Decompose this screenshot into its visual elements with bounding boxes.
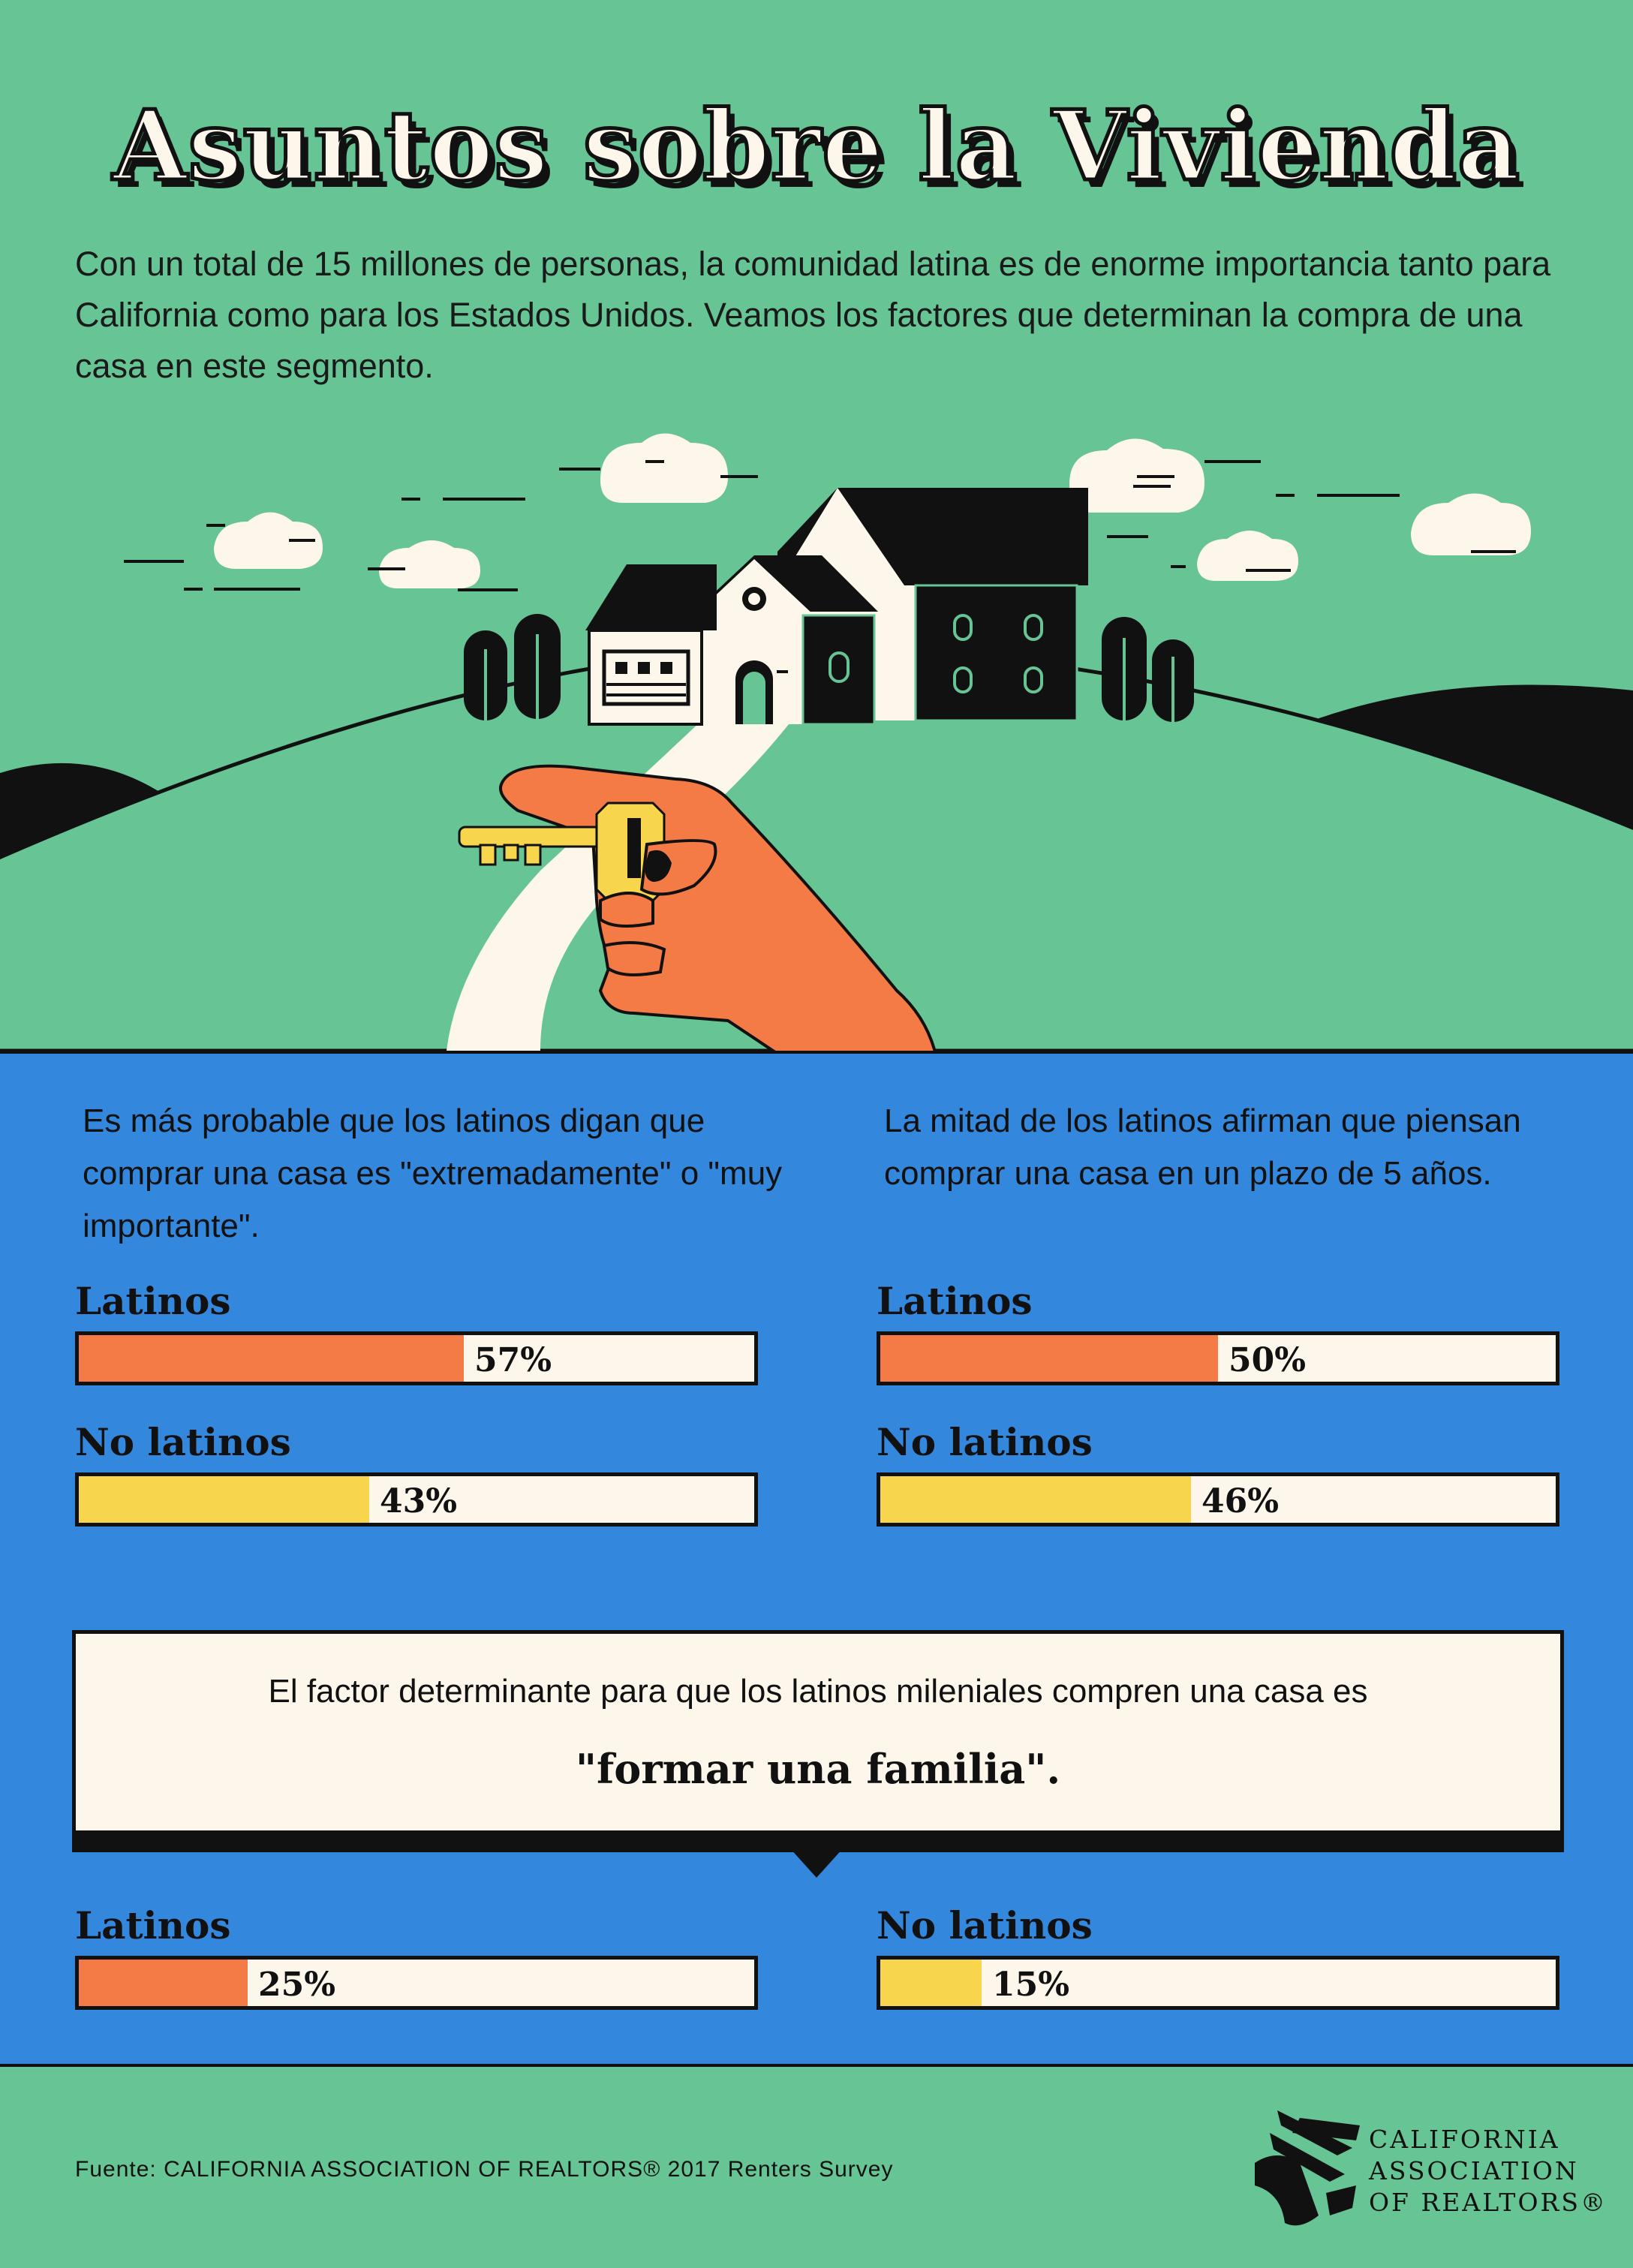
bar-fill (880, 1476, 1191, 1523)
stat-description: La mitad de los latinos afirman que pien… (884, 1102, 1521, 1192)
stat-description: Es más probable que los latinos digan qu… (83, 1102, 783, 1244)
house-icon (585, 488, 1088, 726)
bar-no-latinos-family: 15% (877, 1956, 1559, 2010)
bar-label-latinos: Latinos (75, 1279, 231, 1323)
hero-section: Asuntos sobre la Vivienda Con un total d… (0, 0, 1633, 1051)
bar-value: 43% (380, 1482, 458, 1521)
callout-quote: "formar una familia". (575, 1745, 1061, 1793)
logo-line: CALIFORNIA (1369, 2125, 1560, 2154)
bar-no-latinos-importance: 43% (75, 1472, 758, 1527)
bar-label-no-latinos: No latinos (75, 1420, 291, 1464)
logo-wordmark: CALIFORNIA ASSOCIATION OF REALTORS® (1369, 2124, 1607, 2218)
cloud-icon (379, 540, 480, 588)
bar-fill (79, 1476, 369, 1523)
bar-latinos-family: 25% (75, 1956, 758, 2010)
cloud-icon (1197, 531, 1298, 581)
page-title: Asuntos sobre la Vivienda (111, 89, 1522, 205)
bar-value: 50% (1229, 1341, 1307, 1379)
bar-value: 57% (474, 1341, 552, 1379)
house-illustration (0, 433, 1633, 1051)
bar-no-latinos-plan: 46% (877, 1472, 1559, 1527)
bar-value: 25% (258, 1966, 336, 2004)
bar-latinos-plan: 50% (877, 1331, 1559, 1385)
cloud-icon (600, 433, 728, 503)
bar-fill (880, 1960, 982, 2006)
tree-icon (1152, 639, 1194, 724)
bar-value: 15% (992, 1966, 1070, 2004)
footer: Fuente: CALIFORNIA ASSOCIATION OF REALTO… (0, 2067, 1633, 2268)
intro-paragraph: Con un total de 15 millones de personas,… (75, 245, 1551, 385)
bar-fill (79, 1335, 464, 1382)
tree-icon (1102, 617, 1147, 720)
tree-icon (464, 630, 507, 720)
bar-label-latinos: Latinos (877, 1279, 1033, 1323)
realtors-logo-icon (1255, 2110, 1360, 2226)
wind-lines-icon (124, 460, 1516, 591)
cloud-icon (214, 512, 323, 569)
callout-pointer-icon (789, 1848, 844, 1878)
logo-line: OF REALTORS® (1369, 2188, 1607, 2217)
hand-holding-key-icon (458, 764, 937, 1051)
bar-value: 46% (1201, 1482, 1280, 1521)
tree-icon (514, 614, 561, 720)
bar-fill (880, 1335, 1218, 1382)
stats-section: Es más probable que los latinos digan qu… (0, 1051, 1633, 2067)
bar-label-no-latinos: No latinos (877, 1420, 1093, 1464)
bar-label-latinos: Latinos (75, 1903, 231, 1948)
bar-label-no-latinos: No latinos (877, 1903, 1093, 1948)
cloud-icon (1411, 493, 1531, 555)
callout-text: El factor determinante para que los lati… (268, 1673, 1368, 1710)
bar-fill (79, 1960, 248, 2006)
callout-box: El factor determinante para que los lati… (72, 1630, 1564, 1834)
source-note: Fuente: CALIFORNIA ASSOCIATION OF REALTO… (75, 2157, 894, 2182)
bar-latinos-importance: 57% (75, 1331, 758, 1385)
logo-line: ASSOCIATION (1369, 2156, 1579, 2185)
